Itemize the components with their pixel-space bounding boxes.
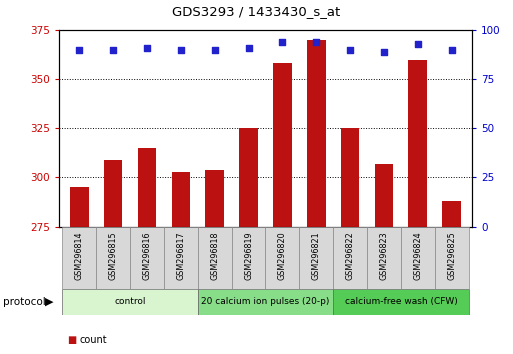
- Text: GSM296825: GSM296825: [447, 232, 456, 280]
- Bar: [171, 172, 190, 227]
- Bar: [205, 170, 224, 227]
- Text: GSM296822: GSM296822: [346, 232, 354, 280]
- Bar: [104, 160, 123, 227]
- Point: [177, 47, 185, 52]
- Text: ■: ■: [67, 335, 76, 345]
- Text: GSM296824: GSM296824: [413, 232, 422, 280]
- Text: GSM296814: GSM296814: [75, 232, 84, 280]
- Bar: [367, 227, 401, 289]
- Text: 20 calcium ion pulses (20-p): 20 calcium ion pulses (20-p): [201, 297, 330, 306]
- Point: [312, 39, 320, 45]
- Text: ▶: ▶: [45, 297, 54, 307]
- Bar: [442, 201, 461, 227]
- Bar: [63, 227, 96, 289]
- Bar: [333, 227, 367, 289]
- Text: GSM296819: GSM296819: [244, 232, 253, 280]
- Bar: [96, 227, 130, 289]
- Text: GSM296818: GSM296818: [210, 232, 219, 280]
- Bar: [239, 128, 258, 227]
- Text: GSM296815: GSM296815: [109, 232, 117, 280]
- Point: [211, 47, 219, 52]
- Point: [75, 47, 84, 52]
- Text: GSM296820: GSM296820: [278, 232, 287, 280]
- Bar: [232, 227, 266, 289]
- Bar: [333, 289, 468, 315]
- Bar: [401, 227, 435, 289]
- Bar: [273, 63, 292, 227]
- Point: [346, 47, 354, 52]
- Bar: [63, 289, 198, 315]
- Bar: [198, 227, 232, 289]
- Text: calcium-free wash (CFW): calcium-free wash (CFW): [345, 297, 457, 306]
- Point: [143, 45, 151, 51]
- Bar: [198, 289, 333, 315]
- Point: [278, 39, 286, 45]
- Bar: [408, 59, 427, 227]
- Text: count: count: [80, 335, 107, 345]
- Text: GSM296817: GSM296817: [176, 232, 185, 280]
- Bar: [164, 227, 198, 289]
- Bar: [70, 187, 89, 227]
- Text: GSM296821: GSM296821: [312, 232, 321, 280]
- Text: GDS3293 / 1433430_s_at: GDS3293 / 1433430_s_at: [172, 5, 341, 18]
- Point: [109, 47, 117, 52]
- Point: [380, 49, 388, 55]
- Bar: [266, 227, 299, 289]
- Bar: [435, 227, 468, 289]
- Point: [447, 47, 456, 52]
- Bar: [137, 148, 156, 227]
- Bar: [299, 227, 333, 289]
- Bar: [130, 227, 164, 289]
- Text: GSM296823: GSM296823: [380, 232, 388, 280]
- Point: [413, 41, 422, 47]
- Text: control: control: [114, 297, 146, 306]
- Bar: [341, 128, 360, 227]
- Text: GSM296816: GSM296816: [143, 232, 151, 280]
- Bar: [374, 164, 393, 227]
- Point: [245, 45, 253, 51]
- Bar: [307, 40, 326, 227]
- Text: protocol: protocol: [3, 297, 45, 307]
